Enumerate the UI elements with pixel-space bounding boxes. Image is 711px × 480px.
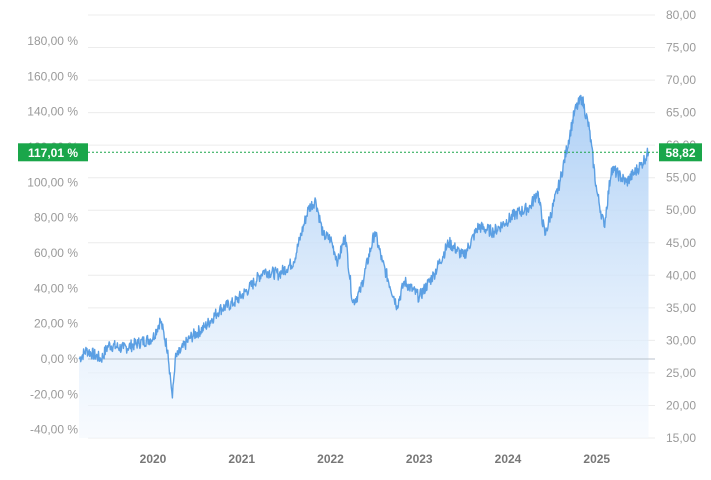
current-price-badge: 58,82	[659, 143, 702, 162]
right-tick-label: 75,00	[666, 41, 696, 55]
x-tick-label: 2023	[406, 452, 433, 466]
right-tick-label: 50,00	[666, 203, 696, 217]
left-tick-label: 180,00 %	[27, 34, 78, 48]
right-tick-label: 80,00	[666, 8, 696, 22]
right-tick-label: 55,00	[666, 171, 696, 185]
right-tick-label: 45,00	[666, 236, 696, 250]
left-tick-label: 140,00 %	[27, 105, 78, 119]
right-tick-label: 35,00	[666, 301, 696, 315]
right-axis: 80,0075,0070,0065,0060,0055,0050,0045,00…	[666, 8, 696, 445]
right-tick-label: 25,00	[666, 366, 696, 380]
right-tick-label: 70,00	[666, 73, 696, 87]
left-tick-label: 40,00 %	[34, 281, 78, 295]
right-tick-label: 30,00	[666, 333, 696, 347]
x-tick-label: 2024	[495, 452, 522, 466]
x-tick-label: 2020	[140, 452, 167, 466]
left-tick-label: 80,00 %	[34, 211, 78, 225]
left-axis: 180,00 %160,00 %140,00 %120,00 %100,00 %…	[27, 34, 78, 437]
current-price-label: 58,82	[665, 146, 695, 160]
right-tick-label: 15,00	[666, 431, 696, 445]
series-line	[78, 94, 650, 399]
right-tick-label: 65,00	[666, 106, 696, 120]
right-tick-label: 40,00	[666, 268, 696, 282]
left-tick-label: 160,00 %	[27, 69, 78, 83]
x-axis: 2020 2021 2022 2023 2024 2025	[140, 452, 611, 466]
x-tick-label: 2025	[583, 452, 610, 466]
x-tick-label: 2021	[228, 452, 255, 466]
left-tick-label: 20,00 %	[34, 317, 78, 331]
right-tick-label: 20,00	[666, 398, 696, 412]
left-tick-label: -40,00 %	[30, 423, 78, 437]
current-percent-label: 117,01 %	[28, 146, 78, 160]
left-tick-label: 100,00 %	[27, 175, 78, 189]
current-percent-badge: 117,01 %	[18, 143, 88, 162]
x-tick-label: 2022	[317, 452, 344, 466]
left-tick-label: 0,00 %	[41, 352, 79, 366]
left-tick-label: 60,00 %	[34, 246, 78, 260]
series-area	[79, 95, 649, 439]
left-tick-label: -20,00 %	[30, 387, 78, 401]
